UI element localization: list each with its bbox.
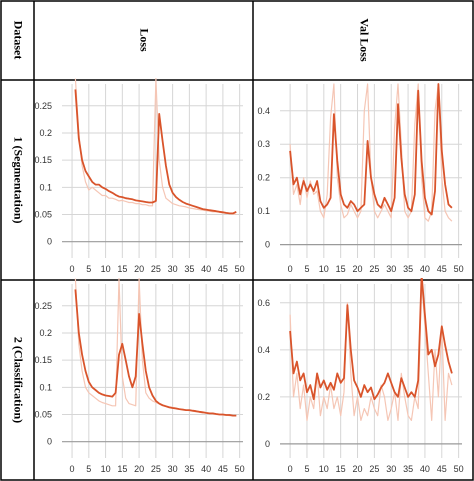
x-tick-label: 45	[437, 264, 447, 274]
x-tick-label: 50	[235, 264, 245, 274]
chart-seg-loss: 0 5 10 15 20 25 30 35 40 45 50 0 0.05 0.1 0.15 0.2 0.25	[34, 78, 245, 274]
y-tick-label: 0	[265, 439, 270, 449]
x-tick-label: 35	[184, 264, 194, 274]
x-tick-label: 20	[353, 264, 363, 274]
chart-cls-val-loss: 0 5 10 15 20 25 30 35 40 45 50 0 0.2 0.4 0.6	[257, 278, 464, 474]
x-tick-label: 45	[437, 464, 447, 474]
y-tick-label: 0.6	[257, 298, 270, 308]
x-tick-label: 0	[288, 464, 293, 474]
y-tick-label: 0	[47, 237, 52, 247]
x-tick-label: 30	[168, 264, 178, 274]
x-tick-label: 30	[168, 464, 178, 474]
y-tick-label: 0.2	[39, 328, 52, 338]
x-tick-label: 50	[454, 264, 464, 274]
x-tick-label: 0	[70, 464, 75, 474]
x-tick-label: 5	[304, 464, 309, 474]
x-tick-label: 5	[304, 264, 309, 274]
y-tick-label: 0.25	[34, 101, 52, 111]
y-tick-label: 0.3	[257, 139, 270, 149]
x-tick-label: 20	[134, 464, 144, 474]
header-val-loss: Val Loss	[357, 18, 371, 62]
header-dataset: Dataset	[11, 21, 25, 60]
x-tick-label: 40	[420, 464, 430, 474]
y-tick-label: 0.05	[34, 410, 52, 420]
x-tick-label: 30	[386, 464, 396, 474]
x-tick-label: 10	[319, 464, 329, 474]
y-tick-label: 0.4	[257, 345, 270, 355]
y-tick-label: 0.15	[34, 355, 52, 365]
x-tick-label: 20	[353, 464, 363, 474]
y-tick-label: 0.05	[34, 210, 52, 220]
x-tick-label: 10	[101, 464, 111, 474]
x-tick-label: 45	[218, 464, 228, 474]
x-tick-label: 20	[134, 264, 144, 274]
chart-cls-loss: 0 5 10 15 20 25 30 35 40 45 50 0 0.05 0.1 0.15 0.2 0.25	[34, 278, 245, 474]
x-tick-label: 30	[386, 264, 396, 274]
x-tick-label: 15	[117, 264, 127, 274]
y-tick-label: 0.4	[257, 106, 270, 116]
x-tick-label: 5	[86, 464, 91, 474]
x-tick-label: 40	[201, 264, 211, 274]
x-tick-label: 40	[420, 264, 430, 274]
y-tick-label: 0.1	[39, 382, 52, 392]
chart-seg-val-loss: 0 5 10 15 20 25 30 35 40 45 50 0 0.1 0.2 0.3 0.4	[257, 83, 464, 274]
x-tick-label: 50	[235, 464, 245, 474]
x-tick-label: 0	[70, 264, 75, 274]
x-tick-label: 15	[117, 464, 127, 474]
series-raw-line	[289, 83, 453, 222]
x-tick-label: 5	[86, 264, 91, 274]
x-tick-label: 25	[151, 464, 161, 474]
row-label-classification: 2 (Classification)	[11, 337, 25, 423]
y-tick-label: 0.1	[257, 206, 270, 216]
y-tick-label: 0	[265, 240, 270, 250]
series-smoothed-line	[289, 83, 453, 216]
x-tick-label: 15	[336, 464, 346, 474]
y-tick-label: 0.25	[34, 301, 52, 311]
y-tick-label: 0.15	[34, 155, 52, 165]
series-smoothed-line	[74, 289, 237, 417]
y-tick-label: 0.2	[257, 173, 270, 183]
y-tick-label: 0	[47, 437, 52, 447]
x-tick-label: 35	[403, 264, 413, 274]
y-tick-label: 0.2	[257, 392, 270, 402]
x-tick-label: 25	[151, 264, 161, 274]
x-tick-label: 25	[369, 264, 379, 274]
series-smoothed-line	[74, 89, 237, 215]
x-tick-label: 50	[454, 464, 464, 474]
x-tick-label: 35	[184, 464, 194, 474]
x-tick-label: 25	[369, 464, 379, 474]
x-tick-label: 35	[403, 464, 413, 474]
x-tick-label: 10	[319, 264, 329, 274]
x-tick-label: 45	[218, 264, 228, 274]
x-tick-label: 40	[201, 464, 211, 474]
row-label-segmentation: 1 (Segmentation)	[11, 137, 25, 224]
series-raw-line	[74, 78, 237, 216]
header-loss: Loss	[137, 28, 151, 52]
x-tick-label: 15	[336, 264, 346, 274]
x-tick-label: 10	[101, 264, 111, 274]
series-smoothed-line	[289, 278, 453, 401]
y-tick-label: 0.1	[39, 182, 52, 192]
x-tick-label: 0	[288, 264, 293, 274]
y-tick-label: 0.2	[39, 128, 52, 138]
